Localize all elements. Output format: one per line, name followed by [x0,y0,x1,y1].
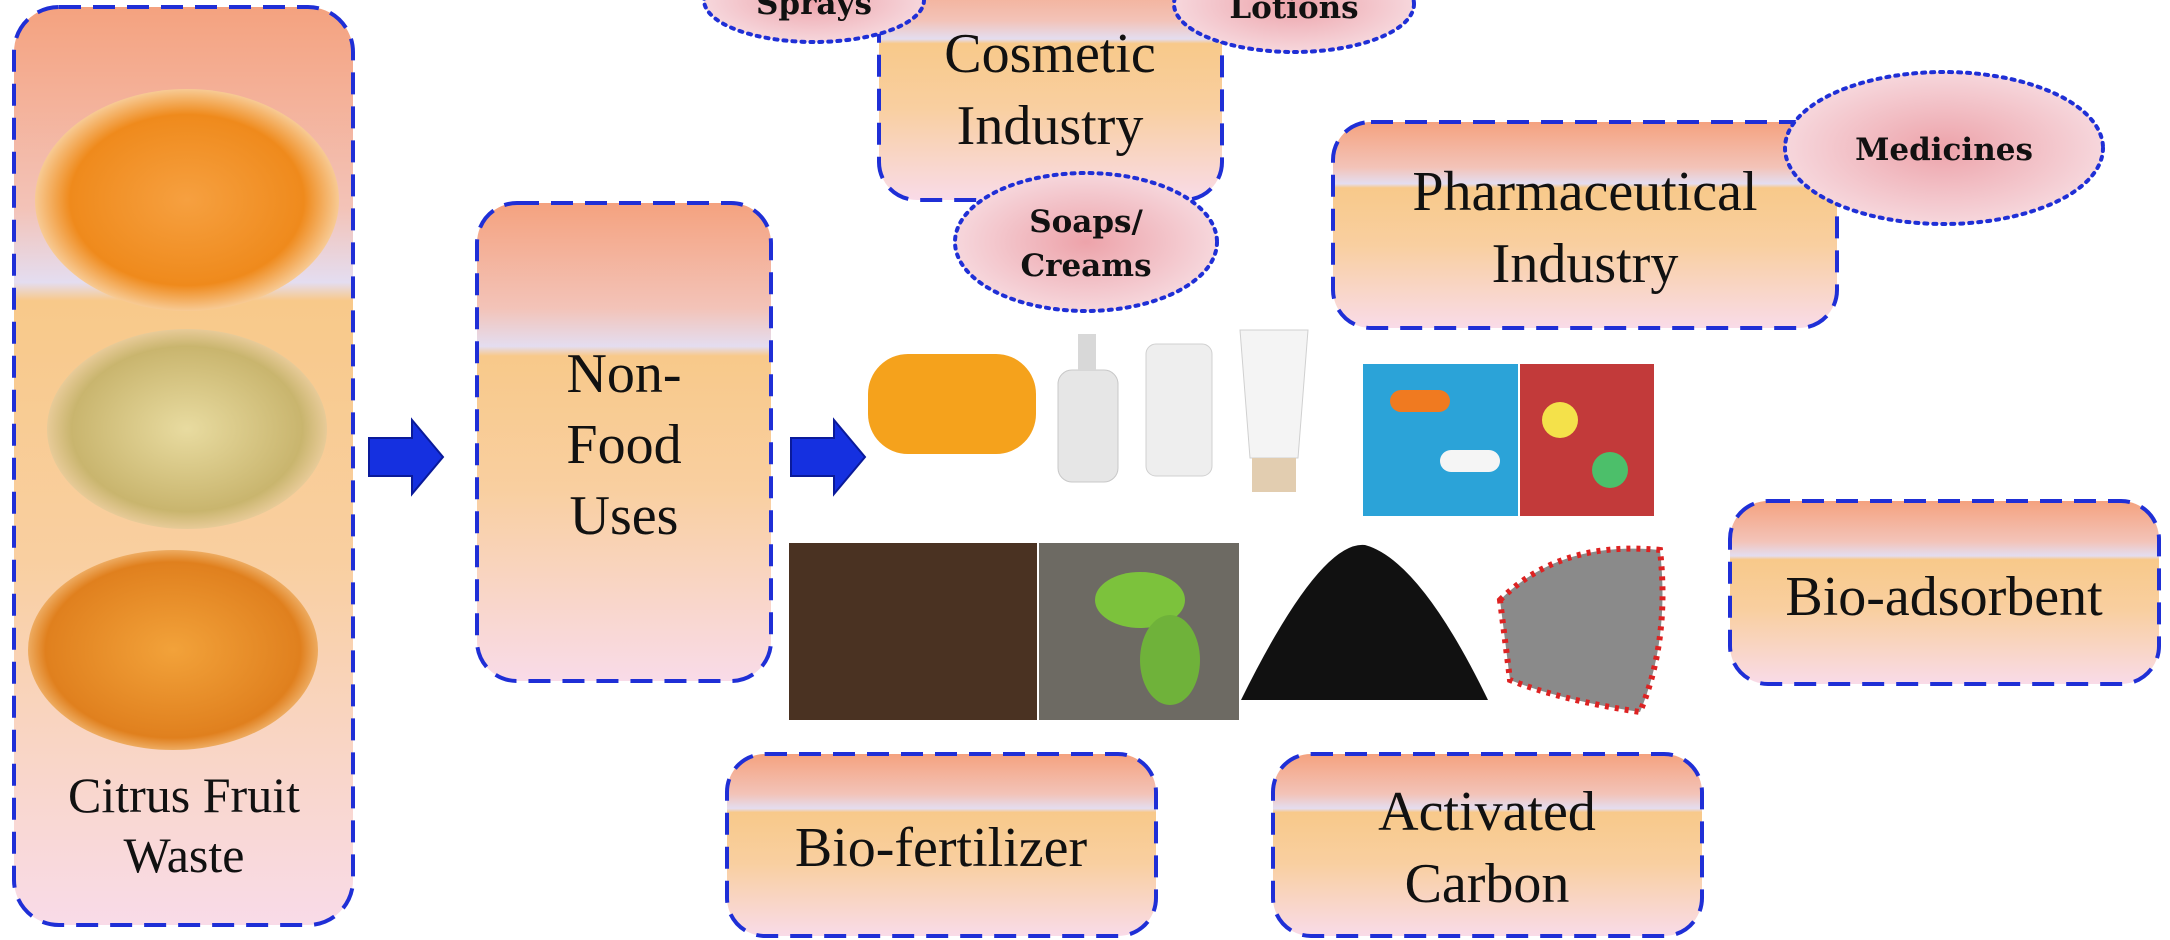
bubble-label: Lotions [1229,0,1358,26]
bubble-label: Sprays [756,0,872,22]
label-line: Cosmetic [944,23,1156,85]
arrow [791,420,865,494]
powder-image [28,550,318,750]
label-line: Creams [1020,248,1151,284]
bubble-label: Medicines [1855,132,2033,168]
polymer-image [1500,549,1663,712]
label-line: Waste [124,827,245,883]
label-line: Uses [570,485,679,547]
pharma-box [1333,122,1837,328]
cosmetic-images [868,330,1308,492]
label-line: Industry [1492,233,1679,295]
arrow [369,420,443,494]
label-line: Non- [566,343,681,405]
label-line: Pharmaceutical [1412,161,1757,223]
seeds-image [47,329,327,529]
label-line: Food [566,414,681,476]
peel-image [35,89,339,311]
label-line: Activated [1378,781,1596,843]
label-line: Citrus Fruit [68,767,300,823]
bioadsorbent-label: Bio-adsorbent [1785,566,2103,628]
label-line: Carbon [1405,853,1570,915]
hub-label: Non- Food Uses [566,343,681,547]
pill-images [1363,364,1654,516]
soaps-bubble [955,173,1217,311]
soil-images [789,543,1239,720]
label-line: Industry [957,95,1144,157]
biofertilizer-label: Bio-fertilizer [795,817,1088,879]
label-line: Soaps/ [1029,204,1143,240]
carbon-image [1241,545,1488,700]
diagram: Citrus FruitWaste Non- Food Uses Cosmetic I… [0,0,2170,940]
